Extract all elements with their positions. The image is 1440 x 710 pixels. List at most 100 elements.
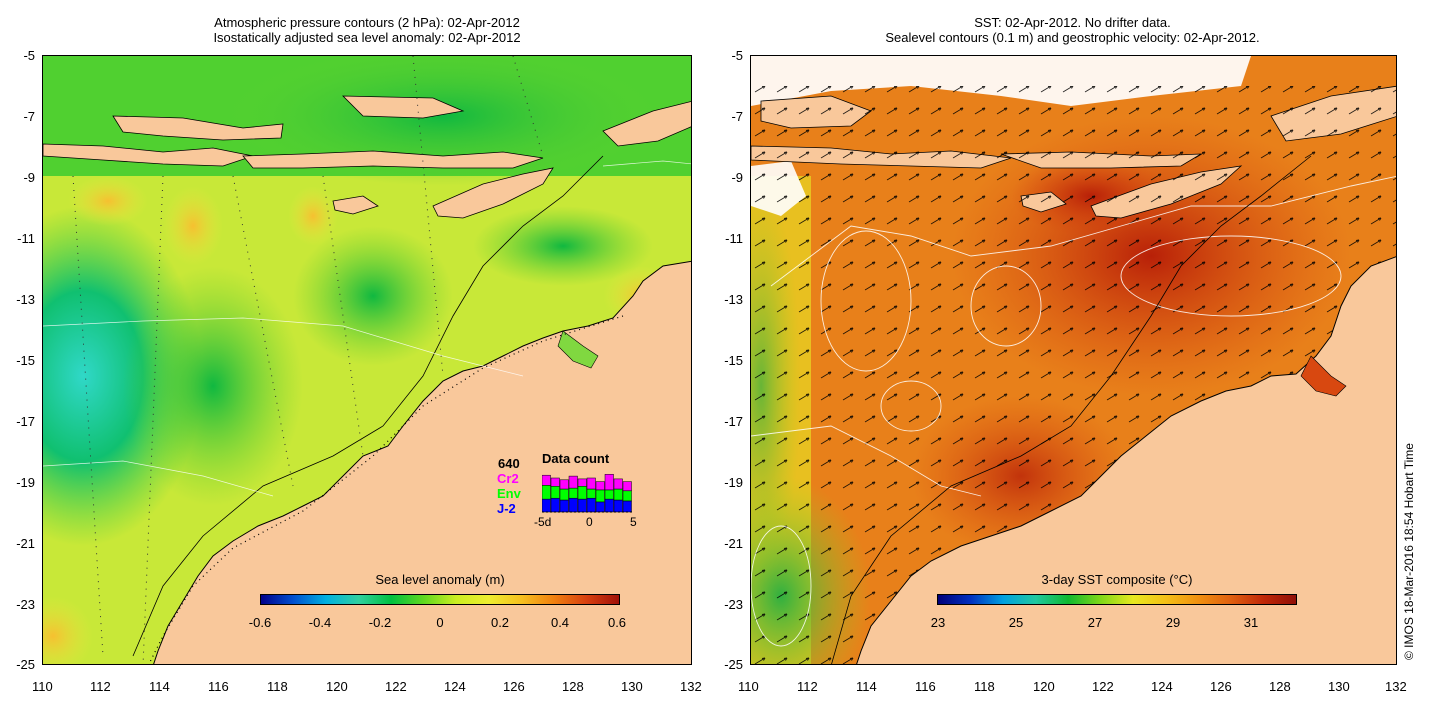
- left-y-tick: -19: [16, 475, 35, 490]
- legend-count: 640: [498, 456, 520, 471]
- left-x-tick: 118: [267, 679, 288, 694]
- left-x-tick: 112: [90, 679, 111, 694]
- sla-colorbar-tick: -0.6: [248, 615, 272, 630]
- data-count-bar-j2: [577, 498, 587, 513]
- data-count-bar-env: [586, 488, 596, 499]
- sst-colorbar-title: 3-day SST composite (°C): [1041, 572, 1193, 587]
- sst-colorbar-ramp: [937, 594, 1297, 605]
- data-count-bar-cr2: [542, 474, 551, 486]
- sla-colorbar-ramp: [260, 594, 620, 605]
- sealevel-contour-7: [751, 525, 812, 647]
- data-count-bar-j2: [604, 498, 614, 513]
- left-x-tick: 128: [562, 679, 584, 694]
- sla-colorbar-tick: -0.2: [368, 615, 392, 630]
- dotted-coast-track: [148, 315, 624, 664]
- legend-item-env: Env: [497, 486, 521, 501]
- left-y-tick: -13: [16, 292, 35, 307]
- data-count-bar-cr2: [577, 478, 587, 487]
- data-count-bars: [542, 474, 632, 513]
- data-count-bar-cr2: [595, 481, 605, 491]
- data-count-bar-env: [559, 488, 569, 501]
- sla-high-4: [43, 596, 93, 664]
- right-x-tick: 130: [1328, 679, 1350, 694]
- sealevel-contour-5: [751, 425, 982, 497]
- sla-colorbar-tick: 0.2: [490, 615, 510, 630]
- sumbawa-island: [342, 95, 465, 119]
- sea-level-anomaly-map: [43, 56, 691, 664]
- sealevel-contour-2: [970, 265, 1042, 347]
- right-y-tick: -9: [731, 170, 743, 185]
- data-count-bar-j2: [568, 497, 578, 513]
- sst-colorbar-tick: 23: [930, 615, 946, 630]
- sealevel-contour-6: [1120, 235, 1342, 317]
- gulf-water: [557, 330, 599, 369]
- sst-map: [751, 56, 1396, 664]
- left-y-tick: -9: [23, 170, 35, 185]
- sealevel-contour-4: [770, 175, 1396, 287]
- right-x-tick: 120: [1033, 679, 1055, 694]
- sumba-island: [332, 195, 379, 215]
- legend-axis-label: -5d: [534, 515, 552, 529]
- left-y-tick: -11: [17, 231, 35, 246]
- data-count-bar-env: [604, 489, 614, 500]
- sst-colorbar-tick: 27: [1087, 615, 1103, 630]
- pressure-contour-3: [602, 160, 691, 167]
- right-x-tick: 118: [974, 679, 995, 694]
- right-x-tick: 124: [1151, 679, 1173, 694]
- left-x-tick: 124: [444, 679, 466, 694]
- data-count-bar-cr2: [613, 478, 623, 490]
- left-y-tick: -21: [16, 536, 35, 551]
- data-count-bar-cr2: [550, 477, 560, 487]
- data-count-bar-cr2: [604, 474, 614, 491]
- java-island: [112, 115, 284, 141]
- right-map-title-line2: Sealevel contours (0.1 m) and geostrophi…: [885, 30, 1260, 45]
- right-x-tick: 110: [738, 679, 759, 694]
- left-map-title-line2: Isostatically adjusted sea level anomaly…: [213, 30, 521, 45]
- left-y-tick: -7: [23, 109, 35, 124]
- sla-east-low: [293, 226, 453, 366]
- left-x-tick: 132: [680, 679, 702, 694]
- sla-high-3: [288, 186, 338, 246]
- left-y-tick: -15: [16, 353, 35, 368]
- right-x-tick: 114: [856, 679, 877, 694]
- left-x-tick: 126: [503, 679, 525, 694]
- imos-credit: © IMOS 18-Mar-2016 18:54 Hobart Time: [1402, 443, 1416, 660]
- sst-colorbar-tick: 31: [1243, 615, 1259, 630]
- data-count-bar-env: [550, 485, 560, 499]
- sla-colorbar-title: Sea level anomaly (m): [375, 572, 505, 587]
- sla-central-low: [123, 266, 303, 506]
- data-count-bar-j2: [550, 497, 560, 513]
- data-count-bar-cr2: [559, 479, 569, 490]
- data-count-bar-env: [595, 489, 605, 503]
- sst-gulf-water: [1300, 355, 1347, 397]
- right-map-title: SST: 02-Apr-2012. No drifter data. Seale…: [750, 15, 1395, 45]
- right-y-tick: -11: [725, 231, 743, 246]
- data-count-bar-j2: [595, 501, 605, 513]
- data-count-bar-j2: [542, 498, 551, 513]
- right-map-title-line1: SST: 02-Apr-2012. No drifter data.: [974, 15, 1171, 30]
- legend-item-j2: J-2: [497, 501, 516, 516]
- sst-colorbar-tick: 25: [1008, 615, 1024, 630]
- sla-colorbar-tick: 0.4: [550, 615, 570, 630]
- lesser-sunda-chain: [43, 143, 255, 167]
- data-count-bar-j2: [559, 499, 569, 513]
- sealevel-contour-3: [880, 380, 942, 432]
- right-y-tick: -13: [724, 292, 743, 307]
- right-y-tick: -19: [724, 475, 743, 490]
- data-count-bar-env: [568, 487, 578, 499]
- data-count-bar-env: [577, 485, 587, 500]
- timor-island: [432, 167, 554, 219]
- legend-axis-label: 0: [586, 515, 593, 529]
- sla-colorbar-tick: -0.4: [308, 615, 332, 630]
- right-x-tick: 128: [1269, 679, 1291, 694]
- legend-item-cr2: Cr2: [497, 471, 519, 486]
- left-map-title: Atmospheric pressure contours (2 hPa): 0…: [42, 15, 692, 45]
- legend-title: Data count: [542, 451, 610, 466]
- shelf-contour: [132, 155, 604, 657]
- right-y-tick: -25: [724, 657, 743, 672]
- right-y-tick: -21: [724, 536, 743, 551]
- right-map-frame: [750, 55, 1397, 665]
- pressure-contour-1: [43, 317, 524, 377]
- sealevel-contour-1: [820, 230, 912, 372]
- sst-colorbar-tick: 29: [1165, 615, 1181, 630]
